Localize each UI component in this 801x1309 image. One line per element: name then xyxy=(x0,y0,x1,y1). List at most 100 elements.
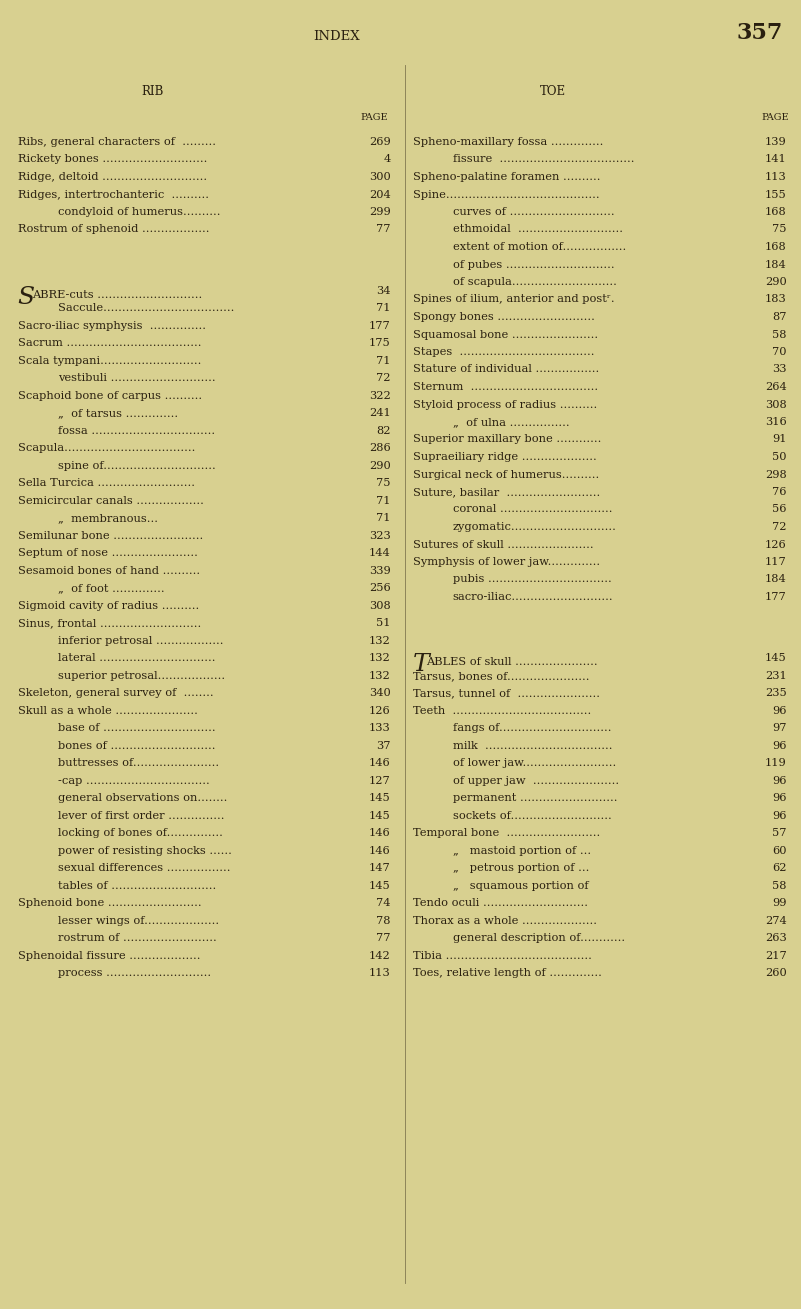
Text: 147: 147 xyxy=(369,863,391,873)
Text: 127: 127 xyxy=(369,776,391,785)
Text: 340: 340 xyxy=(369,689,391,698)
Text: S: S xyxy=(18,285,34,309)
Text: pubis .................................: pubis ................................. xyxy=(453,575,611,585)
Text: 75: 75 xyxy=(772,225,787,234)
Text: Styloid process of radius ..........: Styloid process of radius .......... xyxy=(413,399,597,410)
Text: RIB: RIB xyxy=(141,85,163,98)
Text: of pubes .............................: of pubes ............................. xyxy=(453,259,614,270)
Text: 96: 96 xyxy=(772,776,787,785)
Text: 70: 70 xyxy=(772,347,787,357)
Text: 50: 50 xyxy=(772,452,787,462)
Text: Sternum  ..................................: Sternum ................................… xyxy=(413,382,598,391)
Text: 155: 155 xyxy=(765,190,787,199)
Text: Skeleton, general survey of  ........: Skeleton, general survey of ........ xyxy=(18,689,213,698)
Text: 316: 316 xyxy=(765,418,787,427)
Text: sockets of...........................: sockets of........................... xyxy=(453,810,611,821)
Text: Tarsus, tunnel of  ......................: Tarsus, tunnel of ...................... xyxy=(413,689,599,698)
Text: 133: 133 xyxy=(369,724,391,733)
Text: 87: 87 xyxy=(772,312,787,322)
Text: „   petrous portion of ...: „ petrous portion of ... xyxy=(453,863,589,873)
Text: 72: 72 xyxy=(772,522,787,531)
Text: 146: 146 xyxy=(369,829,391,838)
Text: PAGE: PAGE xyxy=(361,113,388,122)
Text: Sacro-iliac symphysis  ...............: Sacro-iliac symphysis ............... xyxy=(18,321,206,331)
Text: -cap .................................: -cap ................................. xyxy=(58,776,209,785)
Text: Semilunar bone ........................: Semilunar bone ........................ xyxy=(18,530,203,541)
Text: 177: 177 xyxy=(765,592,787,602)
Text: Sacrum ....................................: Sacrum .................................… xyxy=(18,338,201,348)
Text: 264: 264 xyxy=(765,382,787,391)
Text: 357: 357 xyxy=(737,22,783,45)
Text: Temporal bone  .........................: Temporal bone ......................... xyxy=(413,829,600,838)
Text: 37: 37 xyxy=(376,741,391,751)
Text: general description of............: general description of............ xyxy=(453,933,625,944)
Text: 175: 175 xyxy=(369,338,391,348)
Text: locking of bones of...............: locking of bones of............... xyxy=(58,829,223,838)
Text: 145: 145 xyxy=(765,653,787,664)
Text: 51: 51 xyxy=(376,618,391,628)
Text: of lower jaw.........................: of lower jaw......................... xyxy=(453,758,616,768)
Text: 142: 142 xyxy=(369,950,391,961)
Text: 323: 323 xyxy=(369,530,391,541)
Text: coronal ..............................: coronal .............................. xyxy=(453,504,612,514)
Text: 71: 71 xyxy=(376,513,391,524)
Text: 132: 132 xyxy=(369,670,391,681)
Text: 145: 145 xyxy=(369,881,391,890)
Text: 300: 300 xyxy=(369,171,391,182)
Text: Surgical neck of humerus..........: Surgical neck of humerus.......... xyxy=(413,470,599,479)
Text: TOE: TOE xyxy=(540,85,566,98)
Text: bones of ............................: bones of ............................ xyxy=(58,741,215,751)
Text: 184: 184 xyxy=(765,259,787,270)
Text: 126: 126 xyxy=(765,539,787,550)
Text: „  of tarsus ..............: „ of tarsus .............. xyxy=(58,408,178,419)
Text: Sphenoidal fissure ...................: Sphenoidal fissure ................... xyxy=(18,950,200,961)
Text: Sigmoid cavity of radius ..........: Sigmoid cavity of radius .......... xyxy=(18,601,199,611)
Text: Tibia .......................................: Tibia ..................................… xyxy=(413,950,591,961)
Text: Skull as a whole ......................: Skull as a whole ...................... xyxy=(18,706,198,716)
Text: 97: 97 xyxy=(772,724,787,733)
Text: 71: 71 xyxy=(376,496,391,505)
Text: 184: 184 xyxy=(765,575,787,585)
Text: 62: 62 xyxy=(772,863,787,873)
Text: 4: 4 xyxy=(384,154,391,165)
Text: 132: 132 xyxy=(369,653,391,664)
Text: 72: 72 xyxy=(376,373,391,384)
Text: 183: 183 xyxy=(765,295,787,305)
Text: „  membranous...: „ membranous... xyxy=(58,513,158,524)
Text: zygomatic............................: zygomatic............................ xyxy=(453,522,617,531)
Text: ABRE-cuts ............................: ABRE-cuts ............................ xyxy=(31,289,202,300)
Text: Toes, relative length of ..............: Toes, relative length of .............. xyxy=(413,969,602,978)
Text: process ............................: process ............................ xyxy=(58,969,211,978)
Text: 58: 58 xyxy=(772,881,787,890)
Text: rostrum of .........................: rostrum of ......................... xyxy=(58,933,216,944)
Text: Spine.........................................: Spine...................................… xyxy=(413,190,599,199)
Text: 139: 139 xyxy=(765,137,787,147)
Text: 56: 56 xyxy=(772,504,787,514)
Text: Spheno-maxillary fossa ..............: Spheno-maxillary fossa .............. xyxy=(413,137,603,147)
Text: Sella Turcica ..........................: Sella Turcica .......................... xyxy=(18,478,195,488)
Text: power of resisting shocks ......: power of resisting shocks ...... xyxy=(58,846,231,856)
Text: Scaphoid bone of carpus ..........: Scaphoid bone of carpus .......... xyxy=(18,391,202,401)
Text: 99: 99 xyxy=(772,898,787,908)
Text: PAGE: PAGE xyxy=(762,113,789,122)
Text: Sesamoid bones of hand ..........: Sesamoid bones of hand .......... xyxy=(18,565,199,576)
Text: Ridge, deltoid ............................: Ridge, deltoid .........................… xyxy=(18,171,207,182)
Text: Tarsus, bones of......................: Tarsus, bones of...................... xyxy=(413,670,589,681)
Text: fissure  ....................................: fissure ................................… xyxy=(453,154,634,165)
Text: 96: 96 xyxy=(772,810,787,821)
Text: 82: 82 xyxy=(376,425,391,436)
Text: 144: 144 xyxy=(369,548,391,558)
Text: vestibuli ............................: vestibuli ............................ xyxy=(58,373,215,384)
Text: Symphysis of lower jaw..............: Symphysis of lower jaw.............. xyxy=(413,558,600,567)
Text: superior petrosal..................: superior petrosal.................. xyxy=(58,670,225,681)
Text: 168: 168 xyxy=(765,242,787,253)
Text: Septum of nose .......................: Septum of nose ....................... xyxy=(18,548,198,558)
Text: 117: 117 xyxy=(765,558,787,567)
Text: „   squamous portion of: „ squamous portion of xyxy=(453,881,588,890)
Text: Spongy bones ..........................: Spongy bones .......................... xyxy=(413,312,594,322)
Text: 204: 204 xyxy=(369,190,391,199)
Text: 339: 339 xyxy=(369,565,391,576)
Text: 274: 274 xyxy=(765,916,787,925)
Text: Teeth  .....................................: Teeth ..................................… xyxy=(413,706,591,716)
Text: 308: 308 xyxy=(765,399,787,410)
